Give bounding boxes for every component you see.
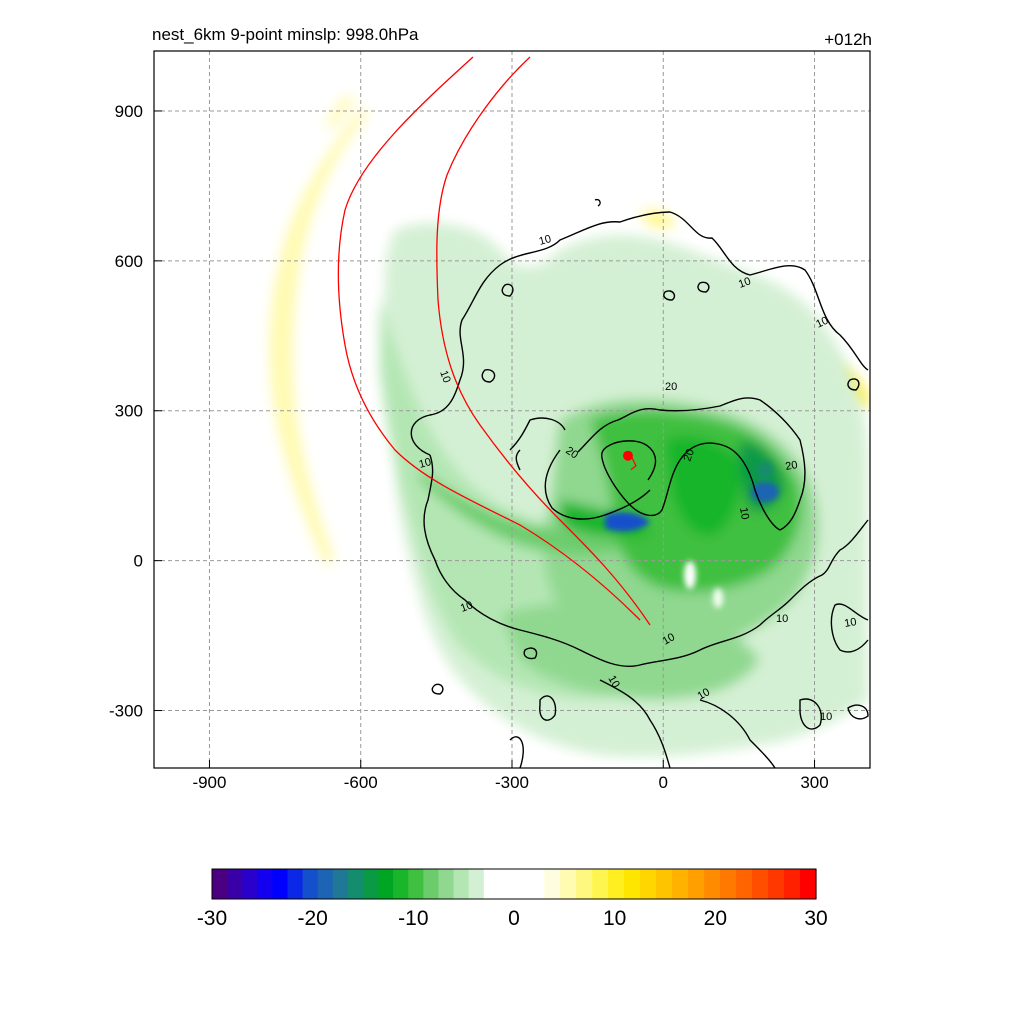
storm-center-marker <box>622 450 633 461</box>
colorbar-swatch <box>302 869 319 899</box>
x-axis: -900 -600 -300 0 300 <box>192 760 829 792</box>
colorbar-swatch <box>423 869 440 899</box>
x-tick-label: 300 <box>800 773 828 792</box>
colorbar-swatch <box>752 869 769 899</box>
contour-label: 10 <box>737 275 753 290</box>
x-tick-label: -300 <box>495 773 529 792</box>
contour-label: 20 <box>784 459 798 473</box>
colorbar-swatch <box>393 869 409 899</box>
colorbar-tick-label: 0 <box>508 907 520 930</box>
colorbar-tick-label: -20 <box>297 907 327 930</box>
storm-center-tail <box>630 457 637 471</box>
contour-label: 10 <box>538 233 553 248</box>
colorbar-swatch <box>672 869 689 899</box>
colorbar-swatch <box>768 869 785 899</box>
contour-label: 20 <box>682 447 697 463</box>
contour-label: 20 <box>563 445 580 462</box>
colorbar-swatch <box>438 869 455 899</box>
colorbar-swatch <box>784 869 801 899</box>
colorbar-tick-label: -10 <box>398 907 428 930</box>
storm-tracks <box>337 56 651 626</box>
negative-shading <box>380 222 868 757</box>
y-tick-label: 0 <box>134 552 143 571</box>
colorbar-tick-label: 30 <box>804 907 827 930</box>
x-tick-label: -900 <box>192 773 226 792</box>
colorbar-swatch <box>624 869 641 899</box>
colorbar-swatch <box>544 869 561 899</box>
plot-area: 10 10 10 10 10 10 10 10 10 10 10 10 10 2… <box>154 51 870 768</box>
contour-label: 10 <box>605 674 622 691</box>
colorbar-ticks: -30 -20 -10 0 10 20 30 <box>197 907 828 930</box>
colorbar-swatch <box>704 869 721 899</box>
colorbar-swatch <box>317 869 334 899</box>
contour-label: 10 <box>820 711 832 723</box>
contour-label: 10 <box>459 599 475 614</box>
grid-lines <box>154 51 870 768</box>
colorbar-swatch <box>212 869 228 899</box>
colorbar-swatch <box>640 869 657 899</box>
colorbar-tick-label: 20 <box>704 907 727 930</box>
x-tick-label: 0 <box>659 773 668 792</box>
colorbar-swatch <box>736 869 753 899</box>
colorbar-swatch <box>242 869 258 899</box>
colorbar-tick-label: 10 <box>603 907 626 930</box>
track-west <box>337 56 641 621</box>
colorbar-swatch <box>688 869 705 899</box>
intense-shading <box>605 462 779 608</box>
forecast-hour-label: +012h <box>824 30 872 49</box>
contour-label: 10 <box>843 616 857 630</box>
contour-label: 20 <box>665 381 677 393</box>
colorbar-swatch <box>347 869 364 899</box>
colorbar-swatch <box>576 869 593 899</box>
x-tick-label: -600 <box>344 773 378 792</box>
colorbar-swatch <box>800 869 817 899</box>
colorbar-swatch <box>287 869 304 899</box>
colorbar-swatch <box>560 869 577 899</box>
colorbar-swatch <box>720 869 737 899</box>
colorbar-swatch <box>592 869 609 899</box>
colorbar-swatch <box>227 869 243 899</box>
colorbar-swatch <box>453 869 470 899</box>
colorbar-tick-label: -30 <box>197 907 227 930</box>
colorbar-swatch <box>483 869 545 899</box>
contour-10-outer <box>410 211 869 667</box>
contour-label: 10 <box>418 456 433 471</box>
colorbar-swatch <box>332 869 349 899</box>
colorbar-swatch <box>408 869 424 899</box>
contour-lines <box>410 198 869 768</box>
contour-label: 10 <box>776 613 788 625</box>
track-east <box>436 56 651 626</box>
colorbar-frame <box>211 868 817 900</box>
contour-label: 10 <box>737 506 751 520</box>
y-tick-label: 600 <box>115 252 143 271</box>
y-tick-label: 900 <box>115 102 143 121</box>
colorbar-swatch <box>468 869 485 899</box>
contour-label: 10 <box>661 631 678 648</box>
contour-label-group: 10 10 10 10 10 10 10 10 10 10 10 10 10 2… <box>418 233 858 723</box>
contour-label: 10 <box>814 315 830 331</box>
colorbar-swatch <box>363 869 379 899</box>
colorbar <box>211 868 817 900</box>
y-axis: -300 0 300 600 900 <box>109 102 162 721</box>
colorbar-swatch <box>257 869 273 899</box>
contour-label: 10 <box>437 369 452 385</box>
y-tick-label: 300 <box>115 402 143 421</box>
y-tick-label: -300 <box>109 702 143 721</box>
colorbar-swatch <box>378 869 394 899</box>
colorbar-swatch <box>272 869 289 899</box>
contour-20 <box>577 397 806 531</box>
contour-20-inner <box>544 449 651 520</box>
colorbar-swatch <box>656 869 673 899</box>
chart-title: nest_6km 9-point minslp: 998.0hPa <box>152 25 419 44</box>
colorbar-swatch <box>608 869 625 899</box>
contour-label: 10 <box>696 686 713 703</box>
